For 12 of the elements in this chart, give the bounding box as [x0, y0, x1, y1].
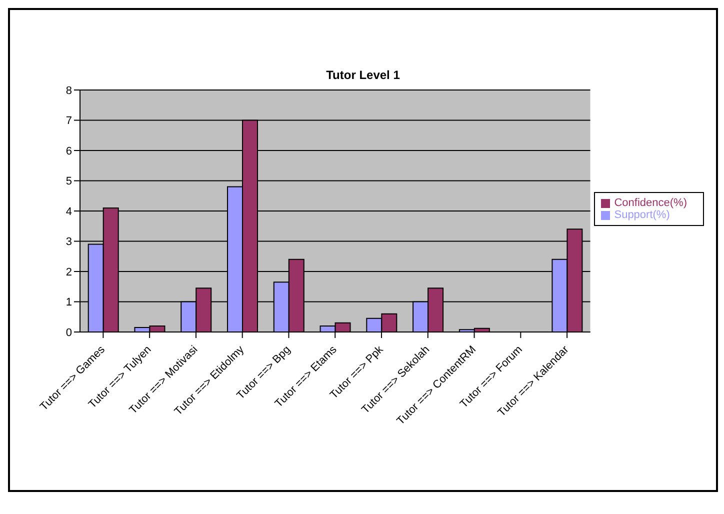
y-tick-label: 1: [66, 296, 72, 309]
legend-label: Confidence(%): [614, 197, 687, 209]
y-tick-label: 7: [66, 115, 72, 128]
legend-label: Support(%): [614, 209, 670, 221]
y-tick-label: 6: [66, 145, 72, 158]
y-tick-label: 2: [66, 266, 72, 278]
y-tick-label: 0: [66, 326, 72, 339]
y-tick-label: 3: [66, 236, 72, 248]
y-tick-label: 4: [66, 206, 72, 218]
y-tick-label: 8: [66, 84, 72, 97]
y-tick-label: 5: [66, 176, 72, 188]
chart-title: Tutor Level 1: [325, 68, 401, 82]
